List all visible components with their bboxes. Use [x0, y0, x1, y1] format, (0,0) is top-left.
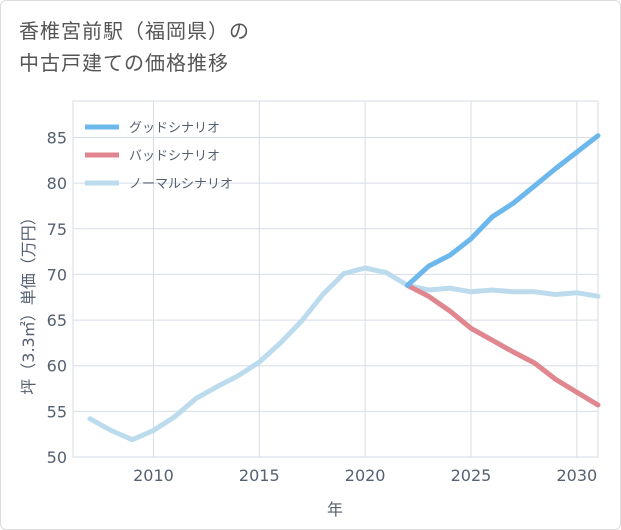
series-line-3	[87, 265, 601, 443]
plot-border	[72, 100, 599, 458]
chart-title-line1: 香椎宮前駅（福岡県）の	[19, 19, 250, 43]
y-tick-label: 70	[47, 265, 67, 284]
x-tick-label: 2015	[239, 466, 280, 485]
series-lines	[87, 133, 601, 443]
y-tick-label: 50	[47, 448, 67, 467]
x-axis-title: 年	[327, 500, 343, 519]
y-tick-label: 65	[47, 311, 67, 330]
y-tick-label: 60	[47, 357, 67, 376]
legend-label: バッドシナリオ	[129, 149, 220, 164]
series-line-2	[405, 282, 601, 408]
legend-label: ノーマルシナリオ	[129, 177, 233, 192]
grid-lines	[72, 100, 599, 458]
x-tick-label: 2030	[556, 466, 597, 485]
tick-labels: 2010 2015 2020 2025 2030 50 55 60 65 70 75 80 85	[47, 129, 598, 485]
legend-label: グッドシナリオ	[129, 121, 220, 136]
y-axis-title: 坪（3.3㎡）単価（万円）	[19, 209, 38, 394]
x-tick-label: 2025	[451, 466, 492, 485]
y-tick-label: 80	[47, 174, 67, 193]
series-line-1	[405, 133, 601, 288]
y-tick-label: 55	[47, 402, 67, 421]
x-tick-label: 2020	[345, 466, 386, 485]
y-tick-label: 75	[47, 220, 67, 239]
chart-title-line2: 中古戸建ての価格推移	[19, 51, 229, 75]
chart-title: 香椎宮前駅（福岡県）の 中古戸建ての価格推移	[19, 15, 250, 79]
x-tick-label: 2010	[133, 466, 174, 485]
y-tick-label: 85	[47, 129, 67, 148]
